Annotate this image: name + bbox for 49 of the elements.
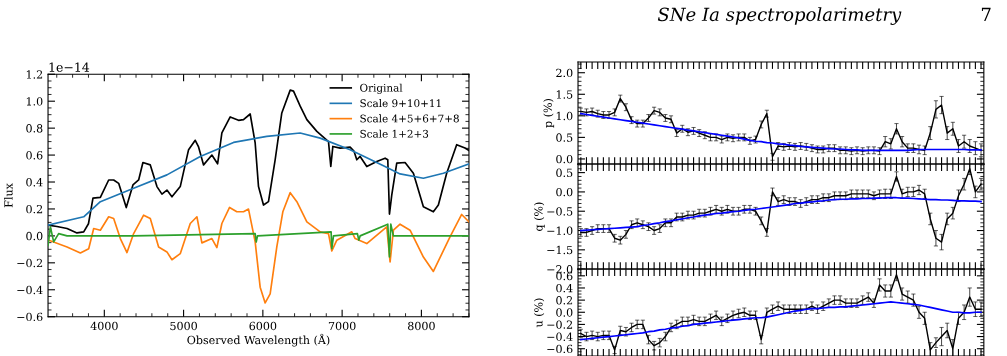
y-tick-label: 0.5	[556, 168, 573, 177]
y-tick-label: 0.8	[26, 124, 43, 133]
line-series	[580, 273, 982, 351]
y-axis-title: p (%)	[543, 98, 555, 128]
line-series	[48, 223, 469, 258]
legend-label: Scale 4+5+6+7+8	[360, 114, 459, 123]
line-series	[580, 301, 982, 341]
y-axis-title: u (%)	[534, 298, 545, 328]
y-axis-title: Flux	[4, 183, 13, 208]
text: SNe Ia spectropolarimetry	[657, 7, 902, 25]
y-tick-label: −1.5	[547, 245, 573, 255]
y-tick-label: 0.4	[556, 283, 573, 293]
x-axis-title: Observed Wavelength (Å)	[187, 333, 330, 347]
line-series	[48, 191, 469, 304]
line-series	[580, 112, 982, 152]
legend-label: Scale 9+10+11	[360, 99, 441, 108]
y-tick-label: 0.0	[556, 187, 573, 197]
y-tick-label: 0.0	[26, 231, 43, 241]
y-tick-label: 0.2	[26, 204, 43, 214]
y-tick-label: −0.5	[547, 207, 573, 216]
x-tick-label: 8000	[408, 321, 435, 331]
y-tick-label: −0.4	[547, 332, 573, 341]
text: 1e−14	[49, 62, 90, 72]
y-tick-label: −1.0	[547, 226, 573, 235]
y-axis-title: q (%)	[534, 202, 545, 232]
line-series	[580, 196, 982, 232]
y-tick-label: 0.4	[26, 177, 43, 187]
legend-label: Original	[360, 83, 403, 94]
y-tick-label: 0.0	[556, 154, 573, 164]
y-tick-label: −0.6	[547, 344, 573, 354]
text: 7	[981, 7, 991, 21]
y-tick-label: 0.6	[26, 151, 43, 160]
y-tick-label: 2.0	[556, 68, 573, 78]
x-tick-label: 7000	[328, 321, 356, 331]
y-tick-label: −0.2	[17, 258, 43, 268]
x-tick-label: 4000	[90, 321, 118, 331]
x-tick-label: 6000	[249, 321, 277, 331]
y-tick-label: −0.6	[17, 312, 43, 322]
y-tick-label: −0.4	[17, 285, 43, 295]
y-tick-label: 1.0	[556, 111, 573, 121]
legend-label: Scale 1+2+3	[360, 129, 429, 138]
y-tick-label: 1.2	[26, 70, 43, 79]
y-tick-label: 1.5	[556, 90, 573, 99]
y-tick-label: 0.5	[556, 133, 573, 142]
y-tick-label: 1.0	[26, 97, 43, 106]
x-tick-label: 5000	[170, 321, 197, 331]
y-tick-label: 0.2	[556, 296, 573, 305]
y-tick-label: 0.0	[556, 308, 573, 317]
y-tick-label: −0.2	[547, 320, 573, 329]
